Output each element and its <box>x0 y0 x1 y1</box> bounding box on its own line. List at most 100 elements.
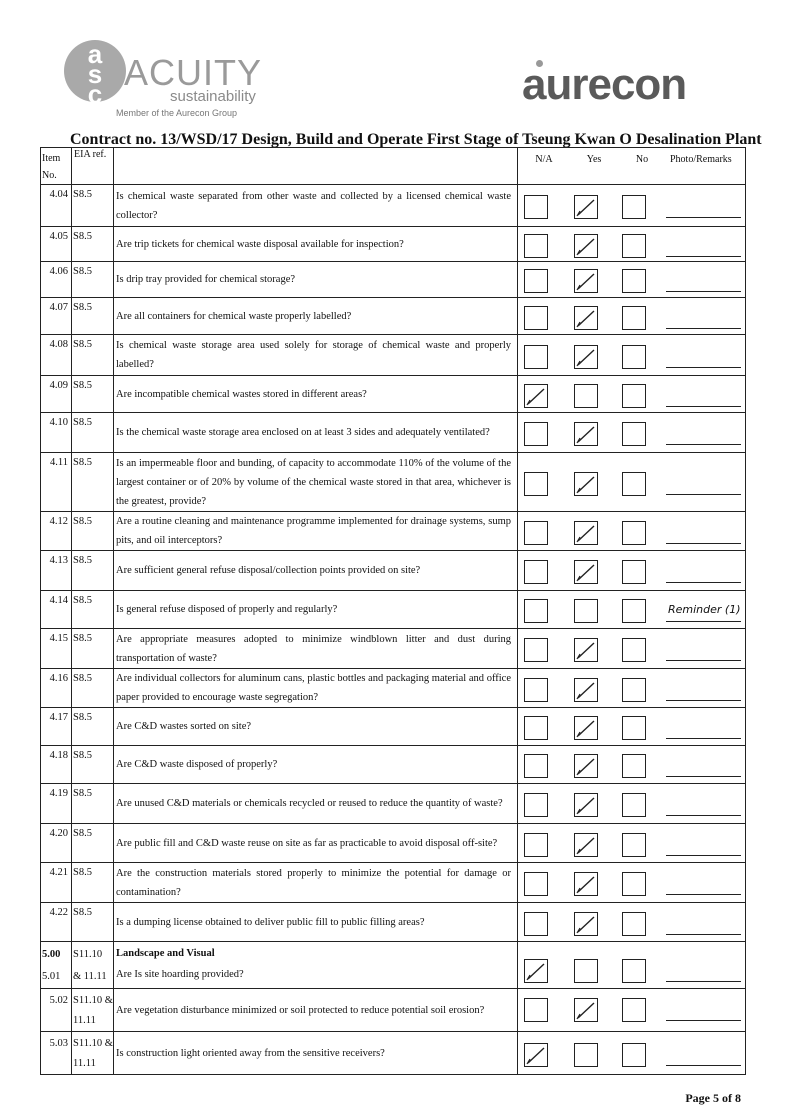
checkbox-na[interactable] <box>524 998 548 1022</box>
table-row: 5.00 5.01 S11.10 & 11.11 Landscape and Vis… <box>40 941 746 989</box>
remarks-line[interactable] <box>666 543 741 544</box>
checkbox-na[interactable] <box>524 269 548 293</box>
checkbox-no[interactable] <box>622 959 646 983</box>
checkbox-na[interactable] <box>524 872 548 896</box>
checkbox-no[interactable] <box>622 678 646 702</box>
checkbox-yes[interactable] <box>574 1043 598 1067</box>
remarks-line[interactable] <box>666 855 741 856</box>
checkbox-yes[interactable] <box>574 833 598 857</box>
checkbox-yes[interactable] <box>574 678 598 702</box>
checkbox-na[interactable] <box>524 560 548 584</box>
remarks-line[interactable] <box>666 621 741 622</box>
item-number: 4.17 <box>49 712 68 723</box>
remarks-line[interactable] <box>666 217 741 218</box>
question-cell: Are all containers for chemical waste pr… <box>113 297 518 335</box>
remarks-line[interactable] <box>666 1020 741 1021</box>
checkbox-no[interactable] <box>622 560 646 584</box>
checkbox-na[interactable] <box>524 793 548 817</box>
checkbox-yes[interactable] <box>574 959 598 983</box>
checkbox-no[interactable] <box>622 306 646 330</box>
remarks-line[interactable] <box>666 660 741 661</box>
checkbox-no[interactable] <box>622 912 646 936</box>
remarks-line[interactable] <box>666 406 741 407</box>
checkbox-yes[interactable] <box>574 345 598 369</box>
checkbox-no[interactable] <box>622 234 646 258</box>
checkbox-na[interactable] <box>524 1043 548 1067</box>
checkbox-no[interactable] <box>622 833 646 857</box>
remarks-line[interactable] <box>666 700 741 701</box>
checkbox-yes[interactable] <box>574 269 598 293</box>
question-text: Are trip tickets for chemical waste disp… <box>116 238 404 250</box>
checkbox-na[interactable] <box>524 472 548 496</box>
question-cell: Is drip tray provided for chemical stora… <box>113 261 518 298</box>
remarks-line[interactable] <box>666 894 741 895</box>
checkbox-na[interactable] <box>524 638 548 662</box>
checkbox-na[interactable] <box>524 716 548 740</box>
checkbox-na[interactable] <box>524 422 548 446</box>
checkbox-yes[interactable] <box>574 521 598 545</box>
question-text: Are sufficient general refuse disposal/c… <box>116 565 421 576</box>
remarks-line[interactable] <box>666 738 741 739</box>
checkbox-na[interactable] <box>524 306 548 330</box>
checkbox-no[interactable] <box>622 638 646 662</box>
checkbox-yes[interactable] <box>574 638 598 662</box>
checkbox-yes[interactable] <box>574 793 598 817</box>
check-mark-icon <box>576 1002 595 1020</box>
checkbox-na[interactable] <box>524 678 548 702</box>
checkbox-yes[interactable] <box>574 998 598 1022</box>
checkbox-na[interactable] <box>524 345 548 369</box>
checkbox-yes[interactable] <box>574 422 598 446</box>
checkbox-no[interactable] <box>622 422 646 446</box>
checkbox-yes[interactable] <box>574 472 598 496</box>
remarks-line[interactable] <box>666 367 741 368</box>
question-cell: Are appropriate measures adopted to mini… <box>113 628 518 669</box>
checkbox-yes[interactable] <box>574 754 598 778</box>
checkbox-na[interactable] <box>524 599 548 623</box>
item-number: 5.03 <box>49 1038 68 1049</box>
checkbox-no[interactable] <box>622 269 646 293</box>
checkbox-no[interactable] <box>622 599 646 623</box>
remarks-line[interactable] <box>666 256 741 257</box>
checkbox-yes[interactable] <box>574 599 598 623</box>
checkbox-no[interactable] <box>622 472 646 496</box>
checkbox-no[interactable] <box>622 872 646 896</box>
checkbox-no[interactable] <box>622 521 646 545</box>
remarks-line[interactable] <box>666 494 741 495</box>
remarks-line[interactable] <box>666 582 741 583</box>
checkbox-na[interactable] <box>524 833 548 857</box>
checkbox-yes[interactable] <box>574 234 598 258</box>
remarks-line[interactable] <box>666 815 741 816</box>
checkbox-no[interactable] <box>622 754 646 778</box>
remarks-line[interactable] <box>666 981 741 982</box>
checkbox-yes[interactable] <box>574 872 598 896</box>
checkbox-na[interactable] <box>524 521 548 545</box>
checkbox-no[interactable] <box>622 716 646 740</box>
checkbox-yes[interactable] <box>574 384 598 408</box>
eia-cell: S11.10 & 11.11 <box>71 988 114 1032</box>
checkbox-no[interactable] <box>622 345 646 369</box>
remarks-line[interactable] <box>666 776 741 777</box>
checkbox-na[interactable] <box>524 234 548 258</box>
checkbox-yes[interactable] <box>574 716 598 740</box>
checkbox-yes[interactable] <box>574 306 598 330</box>
checkbox-no[interactable] <box>622 384 646 408</box>
checkbox-no[interactable] <box>622 1043 646 1067</box>
checkbox-yes[interactable] <box>574 912 598 936</box>
checkbox-na[interactable] <box>524 912 548 936</box>
checkbox-no[interactable] <box>622 998 646 1022</box>
check-mark-icon <box>576 876 595 894</box>
checkbox-na[interactable] <box>524 754 548 778</box>
checkbox-no[interactable] <box>622 793 646 817</box>
remarks-line[interactable] <box>666 1065 741 1066</box>
remarks-line[interactable] <box>666 328 741 329</box>
remarks-line[interactable] <box>666 291 741 292</box>
checkbox-na[interactable] <box>524 384 548 408</box>
checkbox-yes[interactable] <box>574 560 598 584</box>
remarks-line[interactable] <box>666 444 741 445</box>
checkbox-na[interactable] <box>524 195 548 219</box>
item-cell: 4.05 <box>40 226 72 262</box>
checkbox-na[interactable] <box>524 959 548 983</box>
checkbox-yes[interactable] <box>574 195 598 219</box>
remarks-line[interactable] <box>666 934 741 935</box>
checkbox-no[interactable] <box>622 195 646 219</box>
